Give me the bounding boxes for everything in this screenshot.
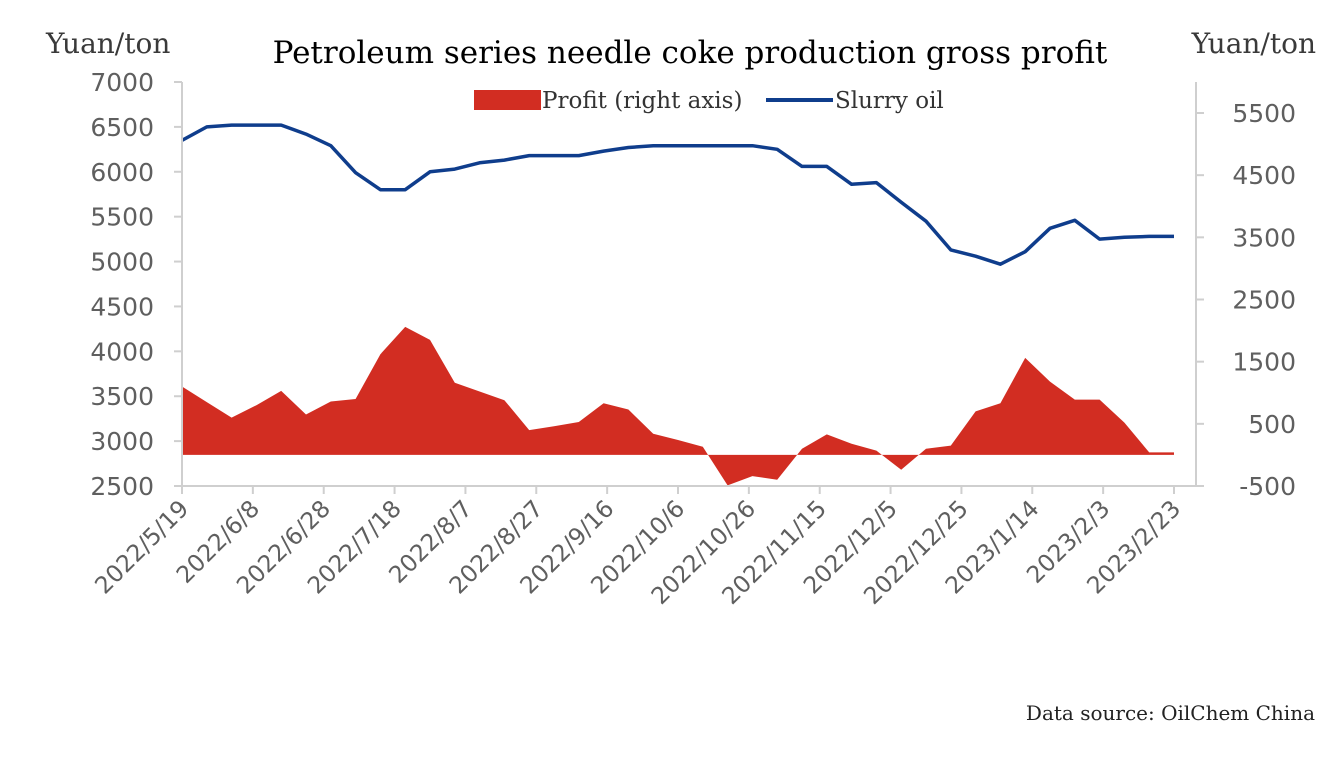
left-tick-label: 7000 [90,68,154,97]
legend-label-slurry-oil: Slurry oil [835,88,944,114]
x-tick-label: 2022/5/19 [89,494,194,599]
right-tick-label: 4500 [1232,161,1296,190]
left-axis-unit: Yuan/ton [45,27,170,60]
right-tick-label: 500 [1248,410,1296,439]
right-tick-label: -500 [1239,472,1296,501]
left-tick-label: 3500 [90,382,154,411]
profit-area [182,326,1174,486]
left-tick-label: 3000 [90,427,154,456]
right-tick-label: 3500 [1232,223,1296,252]
right-axis-unit: Yuan/ton [1191,27,1316,60]
legend: Profit (right axis) Slurry oil [474,88,944,114]
axes [181,82,1197,487]
legend-label-profit: Profit (right axis) [542,88,742,114]
left-tick-label: 4000 [90,337,154,366]
plot-area [181,123,1174,486]
right-tick-label: 2500 [1232,286,1296,315]
left-tick-label: 5500 [90,203,154,232]
left-tick-label: 5000 [90,248,154,277]
right-axis-ticks: 5500 4500 3500 2500 1500 500 -500 [1196,99,1296,501]
right-tick-label: 5500 [1232,99,1296,128]
x-axis-ticks: 2022/5/192022/6/82022/6/282022/7/182022/… [89,486,1186,610]
data-source-note: Data source: OilChem China [1026,701,1315,725]
legend-swatch-profit [474,90,541,110]
right-tick-label: 1500 [1232,348,1296,377]
left-tick-label: 2500 [90,472,154,501]
chart-title: Petroleum series needle coke production … [273,35,1108,71]
left-axis-ticks: 7000 6500 6000 5500 5000 4500 4000 3500 3000 2500 [90,68,182,501]
left-tick-label: 6500 [90,113,154,142]
left-tick-label: 6000 [90,158,154,187]
slurry-oil-line [181,123,1174,266]
left-tick-label: 4500 [90,292,154,321]
